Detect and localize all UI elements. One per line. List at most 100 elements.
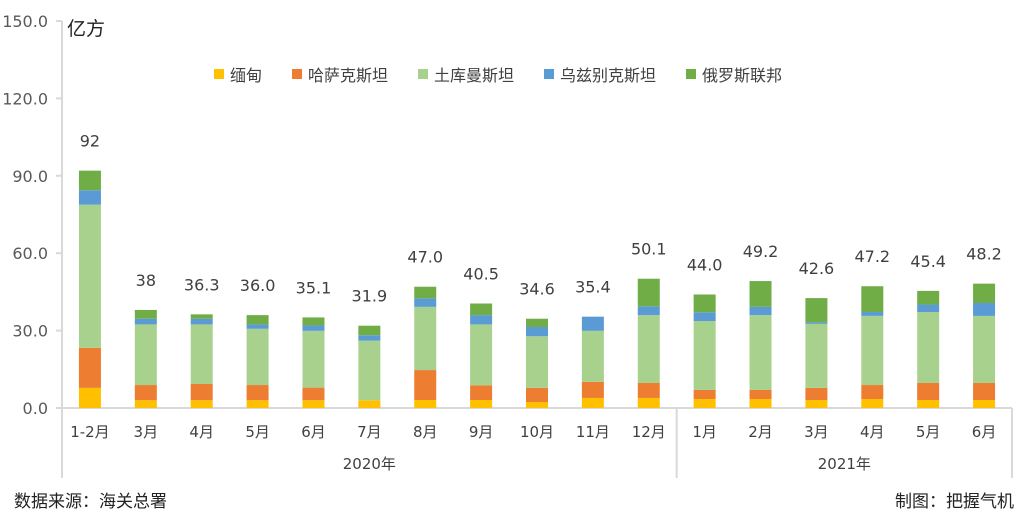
bar-segment-乌兹别克斯坦 <box>358 335 381 341</box>
x-tick-label: 10月 <box>520 423 554 441</box>
bar-segment-哈萨克斯坦 <box>917 382 940 401</box>
group-label: 2020年 <box>343 455 396 473</box>
bar-segment-土库曼斯坦 <box>190 324 213 385</box>
total-data-label: 36.0 <box>240 276 276 295</box>
legend-label: 哈萨克斯坦 <box>308 66 388 85</box>
bar-segment-缅甸 <box>805 400 828 408</box>
bar-segment-土库曼斯坦 <box>973 315 996 383</box>
bar-segment-哈萨克斯坦 <box>246 385 269 401</box>
total-data-label: 34.6 <box>519 280 555 299</box>
bar-segment-哈萨克斯坦 <box>861 385 884 399</box>
x-tick-label: 5月 <box>245 423 270 441</box>
bar-segment-哈萨克斯坦 <box>414 370 437 401</box>
legend-label: 缅甸 <box>230 66 262 85</box>
y-tick-label: 60.0 <box>12 244 48 263</box>
bar-segment-俄罗斯联邦 <box>358 325 381 336</box>
bar-segment-俄罗斯联邦 <box>693 294 716 313</box>
total-data-label: 42.6 <box>799 259 835 278</box>
bar-segment-乌兹别克斯坦 <box>470 315 493 325</box>
bar-segment-缅甸 <box>526 402 548 408</box>
x-tick-label: 8月 <box>413 423 438 441</box>
x-tick-label: 9月 <box>469 423 494 441</box>
x-tick-label: 1月 <box>692 423 717 441</box>
bar-segment-乌兹别克斯坦 <box>973 302 996 316</box>
bar-segment-土库曼斯坦 <box>78 204 101 348</box>
x-tick-label: 6月 <box>301 423 326 441</box>
total-data-label: 47.0 <box>407 248 443 267</box>
bar-segment-土库曼斯坦 <box>246 328 269 386</box>
bar-segment-俄罗斯联邦 <box>78 170 101 191</box>
bar-segment-俄罗斯联邦 <box>749 281 772 307</box>
total-data-label: 48.2 <box>966 245 1002 264</box>
bar-segment-土库曼斯坦 <box>358 340 381 401</box>
bar-segment-哈萨克斯坦 <box>749 389 772 399</box>
bar-segment-土库曼斯坦 <box>917 312 940 383</box>
bar-segment-缅甸 <box>190 400 213 408</box>
legend-swatch <box>418 69 428 79</box>
x-tick-label: 4月 <box>189 423 214 441</box>
bar-segment-俄罗斯联邦 <box>414 286 437 299</box>
x-tick-label: 2月 <box>748 423 773 441</box>
bar-segment-土库曼斯坦 <box>637 315 660 383</box>
data-source: 数据来源：海关总署 <box>14 492 167 512</box>
total-data-label: 35.1 <box>296 278 332 297</box>
bar-segment-俄罗斯联邦 <box>917 290 940 305</box>
bar-segment-缅甸 <box>358 400 381 408</box>
bar-segment-哈萨克斯坦 <box>637 382 660 398</box>
total-data-label: 40.5 <box>463 265 499 284</box>
bar-segment-缅甸 <box>973 400 996 408</box>
bar-segment-哈萨克斯坦 <box>302 387 325 401</box>
bar-segment-俄罗斯联邦 <box>526 318 548 327</box>
group-label: 2021年 <box>818 455 871 473</box>
total-data-label: 45.4 <box>910 252 946 271</box>
bar-segment-缅甸 <box>470 400 493 408</box>
bar-segment-乌兹别克斯坦 <box>805 322 828 324</box>
bar-segment-土库曼斯坦 <box>526 336 548 388</box>
bar-segment-缅甸 <box>693 398 716 408</box>
bar-segment-哈萨克斯坦 <box>78 347 101 388</box>
bar-segment-俄罗斯联邦 <box>246 315 269 325</box>
bar-segment-俄罗斯联邦 <box>637 278 660 307</box>
bar-segment-缅甸 <box>302 400 325 408</box>
bar-segment-缅甸 <box>78 387 101 408</box>
y-tick-label: 0.0 <box>23 399 48 418</box>
legend-swatch <box>544 69 554 79</box>
bar-segment-缅甸 <box>134 400 157 408</box>
legend-swatch <box>292 69 302 79</box>
total-data-label: 49.2 <box>743 242 779 261</box>
x-tick-label: 6月 <box>972 423 997 441</box>
bar-segment-乌兹别克斯坦 <box>414 298 437 307</box>
legend-label: 俄罗斯联邦 <box>702 66 782 85</box>
legend-label: 土库曼斯坦 <box>434 66 514 85</box>
bar-segment-土库曼斯坦 <box>302 330 325 388</box>
bar-segment-缅甸 <box>246 400 269 408</box>
total-data-label: 35.4 <box>575 278 611 297</box>
bar-segment-缅甸 <box>581 397 604 408</box>
y-tick-label: 90.0 <box>12 167 48 186</box>
bar-segment-缅甸 <box>861 398 884 408</box>
bar-segment-土库曼斯坦 <box>581 330 604 382</box>
bar-segment-乌兹别克斯坦 <box>861 312 884 316</box>
bar-segment-俄罗斯联邦 <box>302 317 325 326</box>
unit-label: 亿方 <box>67 18 105 40</box>
bar-segment-乌兹别克斯坦 <box>581 316 604 331</box>
bar-segment-哈萨克斯坦 <box>190 384 213 401</box>
legend-label: 乌兹别克斯坦 <box>560 66 656 85</box>
bar-segment-哈萨克斯坦 <box>581 381 604 398</box>
bar-segment-哈萨克斯坦 <box>470 385 493 401</box>
bar-segment-哈萨克斯坦 <box>805 387 828 401</box>
bar-segment-俄罗斯联邦 <box>805 298 828 323</box>
total-data-label: 31.9 <box>352 287 388 306</box>
bar-segment-哈萨克斯坦 <box>526 387 548 403</box>
y-tick-label: 30.0 <box>12 322 48 341</box>
bar-segment-俄罗斯联邦 <box>861 286 884 313</box>
bar-segment-乌兹别克斯坦 <box>246 324 269 329</box>
x-tick-label: 1-2月 <box>70 423 110 441</box>
bar-segment-哈萨克斯坦 <box>693 389 716 399</box>
bar-segment-俄罗斯联邦 <box>973 283 996 303</box>
total-data-label: 36.3 <box>184 275 220 294</box>
bar-segment-乌兹别克斯坦 <box>526 326 548 337</box>
total-data-label: 92 <box>80 132 100 151</box>
x-tick-label: 3月 <box>804 423 829 441</box>
